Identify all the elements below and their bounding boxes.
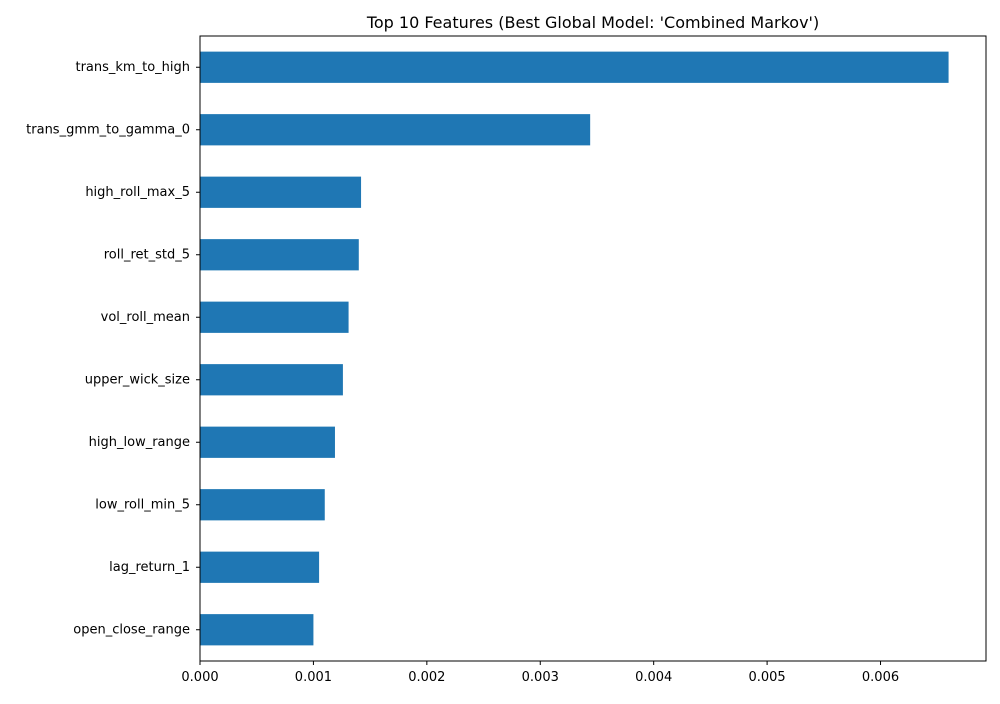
bar-lag-return-1 [200, 551, 320, 583]
bar-vol-roll-mean [200, 301, 349, 333]
y-tick-label: open_close_range [73, 622, 190, 637]
bar-upper-wick-size [200, 364, 343, 396]
bar-high-roll-max-5 [200, 176, 362, 208]
bar-trans-gmm-to-gamma-0 [200, 114, 591, 146]
x-tick-label: 0.006 [862, 670, 899, 685]
y-tick-label: roll_ret_std_5 [104, 247, 190, 262]
x-tick-label: 0.001 [295, 670, 332, 685]
chart-title: Top 10 Features (Best Global Model: 'Com… [366, 13, 819, 32]
y-tick-label: trans_km_to_high [75, 60, 190, 75]
y-tick-label: high_low_range [89, 435, 190, 450]
bars-layer [200, 51, 949, 646]
x-tick-label: 0.005 [748, 670, 785, 685]
bar-low-roll-min-5 [200, 489, 325, 521]
y-tick-label: upper_wick_size [85, 372, 190, 387]
bar-high-low-range [200, 426, 335, 458]
y-tick-label: vol_roll_mean [101, 310, 190, 325]
bar-trans-km-to-high [200, 51, 949, 83]
x-tick-label: 0.000 [181, 670, 218, 685]
bar-open-close-range [200, 614, 314, 646]
y-tick-label: trans_gmm_to_gamma_0 [26, 122, 190, 137]
x-tick-label: 0.002 [408, 670, 445, 685]
plot-frame [199, 35, 987, 662]
y-axis-ticks: trans_km_to_high trans_gmm_to_gamma_0high… [26, 60, 200, 637]
x-axis-ticks: 0.000 0.001 0.002 0.003 0.004 0.005 0.006 [181, 661, 899, 685]
x-tick-label: 0.003 [522, 670, 559, 685]
y-tick-label: low_roll_min_5 [95, 497, 190, 512]
x-tick-label: 0.004 [635, 670, 672, 685]
bar-roll-ret-std-5 [200, 239, 359, 271]
y-tick-label: lag_return_1 [109, 560, 190, 575]
y-tick-label: high_roll_max_5 [85, 185, 190, 200]
